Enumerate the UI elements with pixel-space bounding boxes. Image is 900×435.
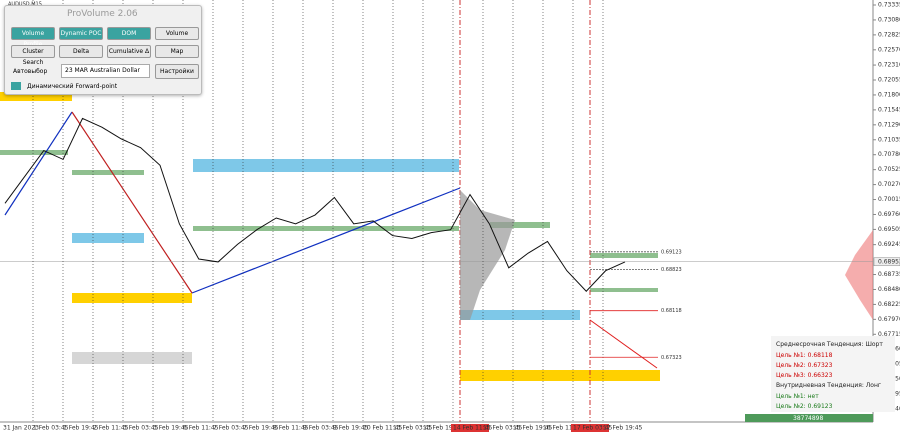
price-tick-label: 0.70015 — [878, 196, 900, 203]
zone — [590, 288, 658, 292]
date-highlight — [571, 424, 609, 432]
footer-value: 3877 — [793, 415, 809, 422]
mid-trend: Среднесрочная Тенденция: Шорт — [776, 341, 883, 348]
date-label: 9 Feb 03:45 — [303, 425, 339, 432]
auto-select[interactable]: Автовыбор — [13, 68, 48, 75]
zone — [193, 159, 459, 172]
intraday-trend: Внутридневная Тенденция: Лонг — [776, 382, 882, 389]
price-tick-label: 0.67715 — [878, 331, 900, 338]
forward-label: Динамический Forward-point — [27, 83, 118, 90]
zone — [72, 293, 192, 303]
button[interactable]: Map — [155, 45, 199, 58]
level-label: 0.67323 — [661, 355, 682, 361]
target: Цель №2: 0.69123 — [776, 403, 833, 410]
target: Цель №3: 0.66323 — [776, 372, 833, 379]
zone — [72, 170, 144, 175]
level-label: 0.69123 — [661, 249, 682, 255]
date-label: 10 Feb 11:45 — [363, 425, 403, 432]
price-tick-label: 0.69245 — [878, 241, 900, 248]
volume-profile — [460, 190, 515, 320]
date-label: 17 Feb 19:45 — [603, 425, 643, 432]
price-tick-label: 0.70525 — [878, 166, 900, 173]
trend-line — [4, 111, 73, 216]
price-tick-label: 0.73335 — [878, 2, 900, 9]
date-label: 15 Feb 19:45 — [513, 425, 553, 432]
zone — [72, 233, 144, 243]
level-label: 0.68823 — [661, 267, 682, 273]
trend-info: Среднесрочная Тенденция: Шорт Цель №1: 0… — [771, 336, 895, 412]
color-swatch — [11, 82, 21, 90]
price-line — [4, 117, 626, 292]
target: Цель №1: 0.68118 — [776, 352, 833, 359]
price-tick-label: 0.71035 — [878, 136, 900, 143]
button[interactable]: DOM — [107, 27, 151, 40]
volume-bar — [745, 414, 873, 422]
date-label: 1 Feb 19:45 — [63, 425, 99, 432]
date-label: 17 Feb 03:45 — [573, 425, 613, 432]
zone — [0, 92, 72, 101]
date-label: 13 Feb 03:45 — [393, 425, 433, 432]
trend-line — [71, 111, 193, 294]
zone — [460, 310, 580, 320]
provolume-panel: ProVolume 2.06 Volume Profile Dynamic PO… — [4, 5, 202, 95]
date-label: 31 Jan 2023 — [3, 425, 39, 432]
zone — [0, 150, 68, 155]
panel-title: ProVolume 2.06 — [67, 9, 138, 19]
date-label: 15 Feb 03:45 — [483, 425, 523, 432]
button[interactable]: Delta — [59, 45, 103, 58]
price-tick-label: 0.71545 — [878, 106, 900, 113]
current-price-tag — [873, 257, 900, 267]
zone — [460, 370, 660, 381]
date-label: 13 Feb 19:45 — [423, 425, 463, 432]
price-tick-label: 0.72825 — [878, 31, 900, 38]
price-tick-label: 0.72055 — [878, 76, 900, 83]
date-label: 8 Feb 11:45 — [273, 425, 309, 432]
date-label: 6 Feb 11:45 — [183, 425, 219, 432]
volume-profile — [845, 230, 873, 320]
target: Цель №1: нет — [776, 393, 819, 400]
settings-button[interactable]: Настройки — [155, 64, 199, 79]
button[interactable]: Cumulative Δ — [107, 45, 151, 58]
button[interactable]: Volume — [155, 27, 199, 40]
date-label: 14 Feb 11:45 — [453, 425, 493, 432]
date-label: 16 Feb 11:45 — [543, 425, 583, 432]
instrument-select[interactable]: 23 MAR Australian Dollar — [61, 64, 150, 78]
date-label: 3 Feb 19:45 — [153, 425, 189, 432]
date-label: 7 Feb 03:45 — [213, 425, 249, 432]
level-label: 0.68118 — [661, 308, 682, 314]
date-label: 7 Feb 19:45 — [243, 425, 279, 432]
zone — [72, 352, 192, 364]
zone — [590, 253, 658, 258]
zone — [193, 226, 459, 231]
date-label: 2 Feb 11:45 — [93, 425, 129, 432]
button[interactable]: Cluster Search — [11, 45, 55, 66]
date-label: 9 Feb 19:45 — [333, 425, 369, 432]
footer-value: 4898 — [808, 415, 824, 422]
trend-line — [191, 187, 461, 294]
button[interactable]: Dynamic POC — [59, 27, 103, 40]
price-tick-label: 0.68735 — [878, 271, 900, 278]
price-tick-label: 0.69505 — [878, 226, 900, 233]
symbol-label: AUDUSD,M15 — [8, 2, 42, 8]
target: Цель №2: 0.67323 — [776, 362, 833, 369]
date-label: 3 Feb 03:45 — [123, 425, 159, 432]
button[interactable]: Volume Profile — [11, 27, 55, 48]
zone — [490, 222, 550, 228]
trend-line — [589, 319, 658, 369]
date-highlight — [451, 424, 489, 432]
price-tick-label: 0.68225 — [878, 301, 900, 308]
date-label: 1 Feb 03:45 — [33, 425, 69, 432]
